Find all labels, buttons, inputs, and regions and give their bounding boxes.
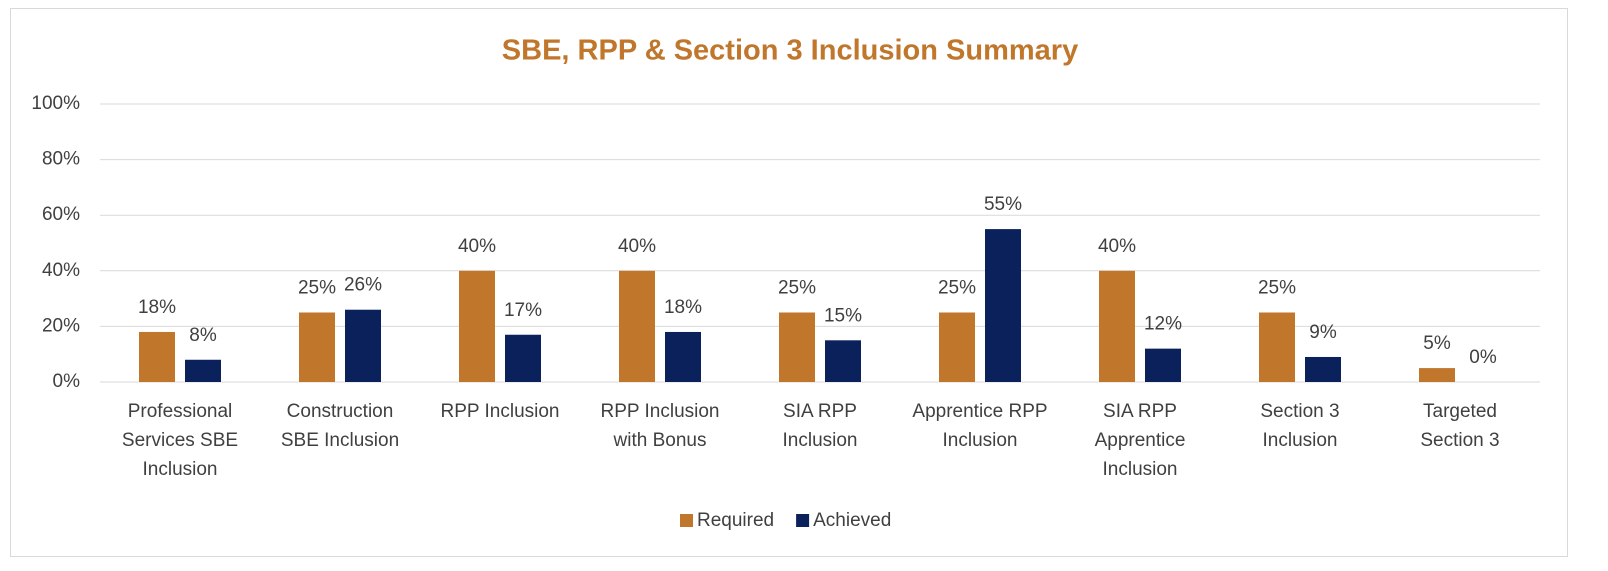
- value-label: 18%: [664, 297, 702, 318]
- x-tick-label: Professional Services SBE Inclusion: [122, 401, 238, 480]
- bar: [345, 309, 381, 382]
- legend-swatch: [796, 514, 810, 527]
- x-tick-label: Section 3 Inclusion: [1260, 401, 1339, 451]
- value-label: 0%: [1469, 347, 1497, 368]
- value-label: 17%: [504, 300, 542, 321]
- bar: [505, 334, 541, 382]
- x-tick-label: RPP Inclusion with Bonus: [601, 401, 720, 451]
- value-label: 25%: [938, 278, 976, 299]
- y-tick-label: 0%: [53, 371, 81, 392]
- bar: [825, 340, 861, 382]
- bar: [779, 312, 815, 382]
- bar: [985, 229, 1021, 382]
- value-label: 5%: [1423, 333, 1451, 354]
- x-tick-label: Construction SBE Inclusion: [281, 401, 399, 451]
- chart-border: [10, 8, 1568, 557]
- x-tick-label: Apprentice RPP Inclusion: [912, 401, 1047, 451]
- value-label: 40%: [618, 236, 656, 257]
- value-label: 26%: [344, 275, 382, 296]
- value-label: 25%: [1258, 278, 1296, 299]
- bar: [1419, 368, 1455, 382]
- value-label: 12%: [1144, 314, 1182, 335]
- bar: [1145, 348, 1181, 382]
- bar: [939, 312, 975, 382]
- value-label: 55%: [984, 194, 1022, 215]
- bar: [665, 331, 701, 382]
- y-tick-label: 80%: [42, 149, 80, 170]
- value-label: 40%: [458, 236, 496, 257]
- y-tick-label: 20%: [42, 315, 80, 336]
- value-label: 25%: [298, 278, 336, 299]
- value-label: 8%: [189, 325, 217, 346]
- legend-label: Achieved: [813, 510, 891, 531]
- value-label: 25%: [778, 278, 816, 299]
- bar: [139, 331, 175, 382]
- y-tick-label: 60%: [42, 204, 80, 225]
- value-label: 40%: [1098, 236, 1136, 257]
- chart-title: SBE, RPP & Section 3 Inclusion Summary: [502, 35, 1078, 67]
- value-label: 9%: [1309, 322, 1337, 343]
- legend-label: Required: [697, 510, 774, 531]
- x-tick-label: Targeted Section 3: [1420, 401, 1499, 451]
- legend-swatch: [680, 514, 693, 527]
- y-tick-label: 100%: [31, 93, 80, 114]
- y-tick-label: 40%: [42, 260, 80, 281]
- x-tick-label: SIA RPP Apprentice Inclusion: [1095, 401, 1186, 480]
- x-tick-label: RPP Inclusion: [441, 401, 560, 422]
- bar: [299, 312, 335, 382]
- x-tick-label: SIA RPP Inclusion: [783, 401, 858, 451]
- value-label: 18%: [138, 297, 176, 318]
- bar: [185, 359, 221, 382]
- bar: [1099, 270, 1135, 382]
- value-label: 15%: [824, 305, 862, 326]
- bar: [459, 270, 495, 382]
- bar: [1305, 356, 1341, 382]
- bar: [619, 270, 655, 382]
- bar: [1259, 312, 1295, 382]
